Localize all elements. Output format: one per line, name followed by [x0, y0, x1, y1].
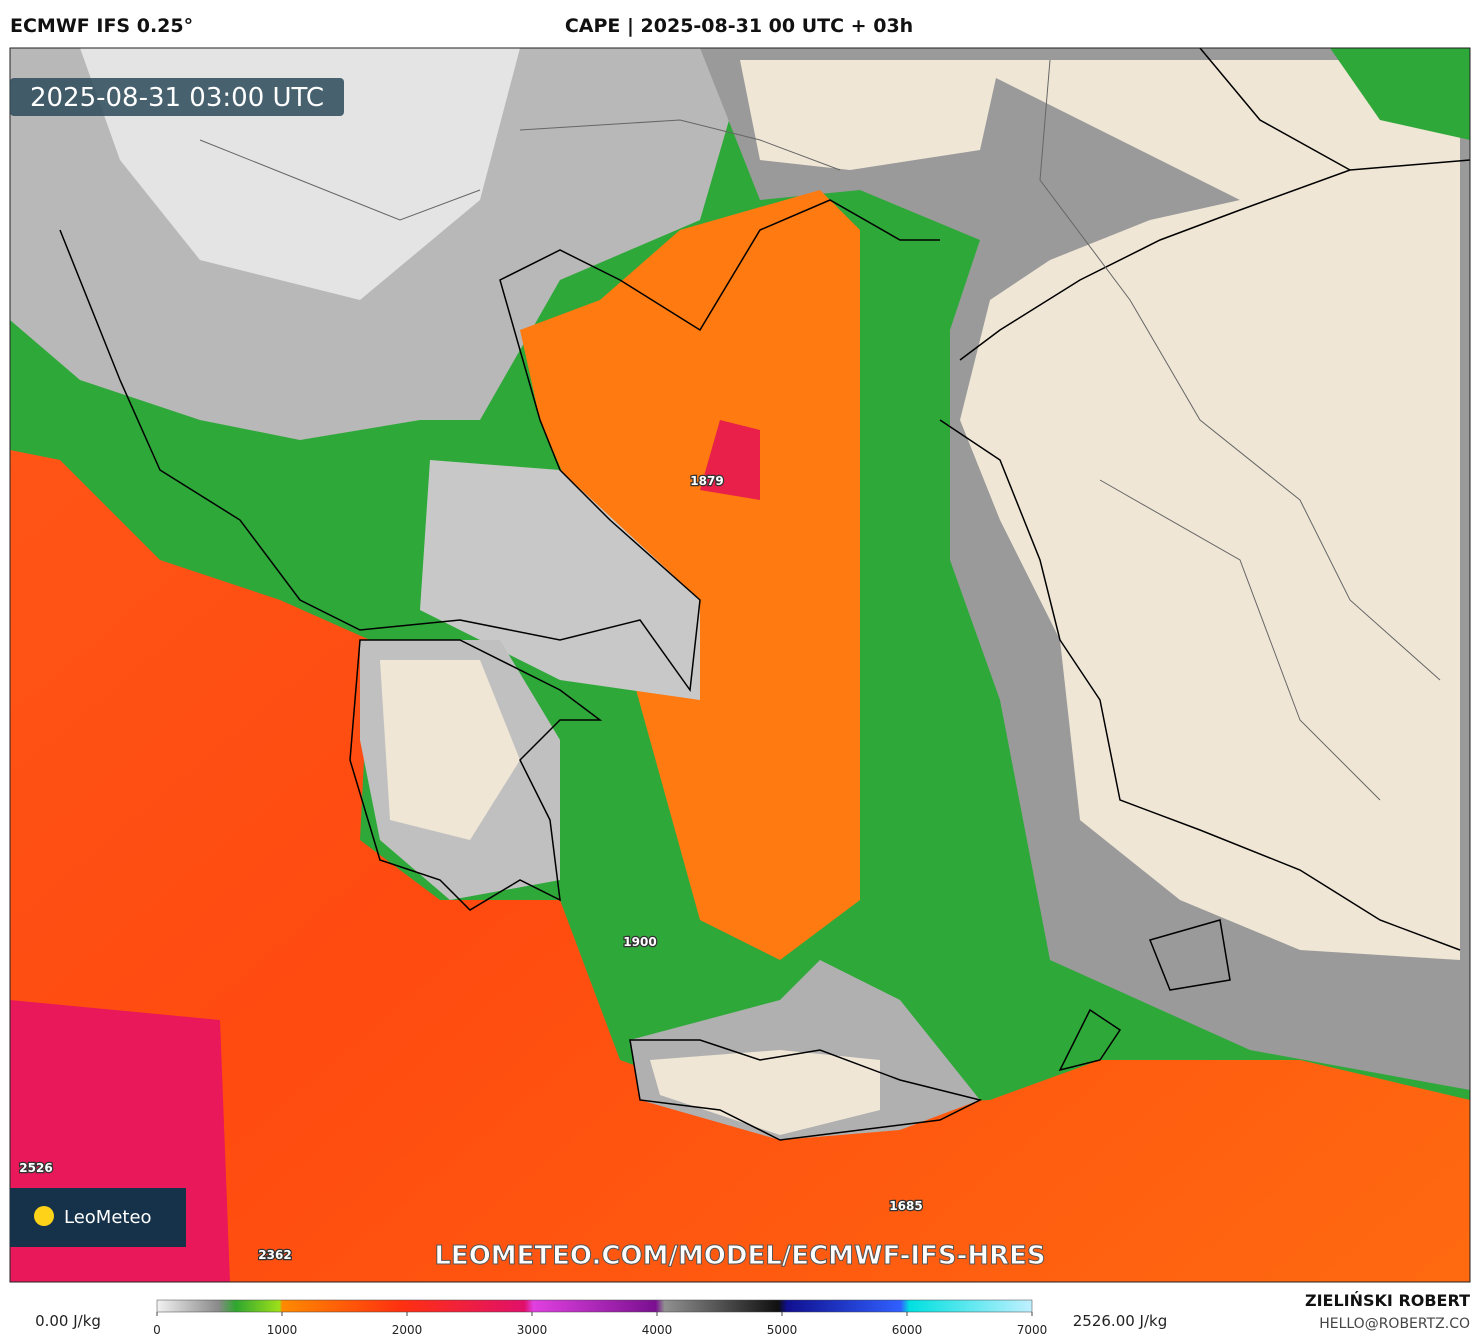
aegean-max	[700, 420, 760, 500]
contact: HELLO@ROBERTZ.CO	[1319, 1316, 1470, 1332]
point-label: 2362	[258, 1248, 291, 1262]
colorbar-tick-label: 4000	[642, 1323, 673, 1337]
logo-text: LeoMeteo	[64, 1207, 152, 1228]
logo-sun	[34, 1206, 54, 1226]
colorbar-tick-label: 1000	[267, 1323, 298, 1337]
map-title: CAPE | 2025-08-31 00 UTC + 03h	[565, 15, 913, 37]
green-blacksea	[1330, 48, 1470, 140]
point-label: 1879	[690, 474, 723, 488]
timestamp-box	[10, 78, 344, 116]
aegean-orange	[520, 190, 860, 960]
map-frame	[9, 47, 1471, 1283]
land-anatolia	[960, 60, 1460, 960]
model-title: ECMWF IFS 0.25°	[10, 15, 193, 37]
coastlines	[59, 48, 1470, 1141]
colorbar-tick-label: 7000	[1017, 1323, 1048, 1337]
timestamp: 2025-08-31 03:00 UTC	[30, 83, 324, 113]
colorbar-max: 2526.00 J/kg	[1073, 1312, 1167, 1330]
colorbar-tick-label: 5000	[767, 1323, 798, 1337]
borders	[199, 59, 1441, 801]
colorbar-tick-label: 2000	[392, 1323, 423, 1337]
colorbar-tick-label: 0	[153, 1323, 161, 1337]
point-label: 2526	[19, 1161, 52, 1175]
point-label: 1900	[623, 935, 656, 949]
land-thrace	[740, 60, 1000, 170]
map	[10, 48, 1470, 1282]
watermark: LEOMETEO.COM/MODEL/ECMWF-IFS-HRES	[434, 1241, 1045, 1271]
colorbar	[156, 1299, 1033, 1313]
colorbar-min: 0.00 J/kg	[35, 1312, 101, 1330]
author: ZIELIŃSKI ROBERT	[1305, 1291, 1470, 1310]
colorbar-tick-label: 3000	[517, 1323, 548, 1337]
colorbar-tick-label: 6000	[892, 1323, 923, 1337]
land-peloponnese	[380, 660, 520, 840]
land-crete	[650, 1050, 880, 1135]
point-label: 1685	[889, 1199, 922, 1213]
